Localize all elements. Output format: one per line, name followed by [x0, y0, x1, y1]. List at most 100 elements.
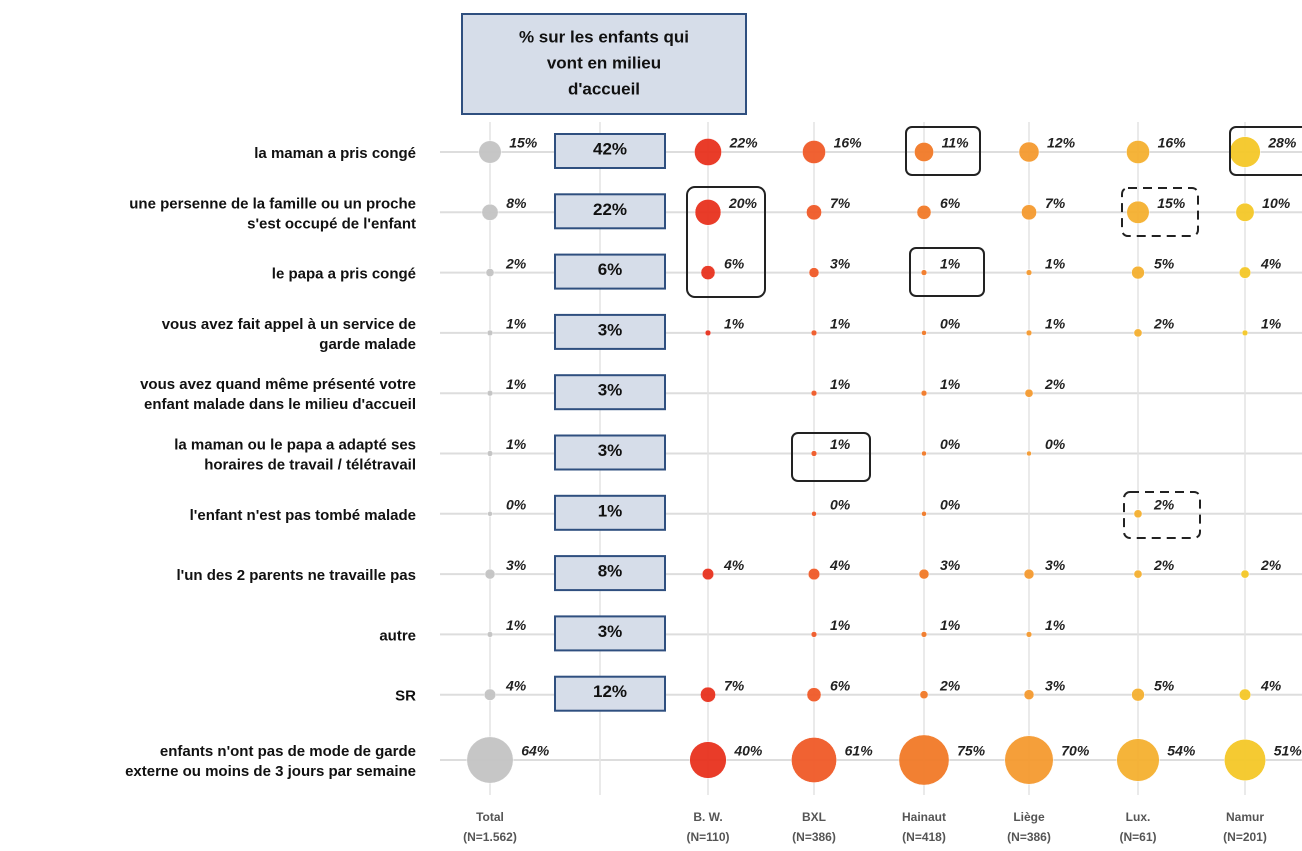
column-label: (N=386) [1007, 830, 1051, 844]
value-label: 0% [506, 497, 527, 513]
highlight-box [905, 126, 981, 176]
bubble [918, 568, 930, 580]
value-label: 51% [1274, 743, 1302, 759]
value-box [554, 494, 666, 531]
row-label: s'est occupé de l'enfant [247, 215, 416, 232]
bubble [802, 140, 826, 164]
value-label: 1% [1261, 316, 1282, 332]
bubble [483, 688, 497, 701]
value-label: 2% [1153, 557, 1175, 573]
header-text: % sur les enfants qui [519, 27, 689, 46]
value-label: 54% [1167, 743, 1196, 759]
value-box-label: 3% [598, 381, 623, 400]
bubble [486, 329, 494, 337]
bubble [810, 329, 818, 337]
value-label: 28% [1267, 135, 1297, 151]
bubble [1023, 568, 1035, 580]
bubble [806, 204, 822, 221]
value-box [554, 675, 666, 712]
bubble [914, 142, 934, 162]
highlights [686, 126, 1302, 539]
value-label: 22% [729, 135, 759, 151]
row-label: l'enfant n'est pas tombé malade [190, 507, 416, 524]
value-label: 1% [724, 316, 745, 332]
row-label: vous avez quand même présenté votre [140, 376, 416, 393]
value-label: 2% [1044, 376, 1066, 392]
value-label: 1% [1045, 255, 1066, 271]
header-text: d'accueil [568, 79, 640, 98]
value-label: 4% [1260, 255, 1282, 271]
bubble [486, 390, 494, 397]
bubble [810, 631, 818, 638]
column-label: (N=386) [792, 830, 836, 844]
highlight-box [686, 186, 766, 298]
value-label: 40% [733, 743, 763, 759]
column-label: Hainaut [902, 810, 946, 824]
bubble [920, 631, 928, 638]
value-label: 1% [506, 376, 527, 392]
bubble [1026, 450, 1032, 457]
column-label: (N=1.562) [463, 830, 517, 844]
value-label: 75% [957, 743, 986, 759]
column-label: (N=201) [1223, 830, 1267, 844]
value-label: 3% [1045, 677, 1066, 693]
bubble [916, 204, 932, 220]
bubble [1235, 202, 1255, 222]
bubble [921, 450, 927, 457]
row-label: une persenne de la famille ou un proche [129, 195, 416, 212]
value-label: 1% [830, 316, 851, 332]
bubble [811, 511, 817, 517]
bubble [1116, 738, 1160, 782]
value-label: 61% [845, 743, 874, 759]
value-label: 20% [728, 195, 758, 211]
value-label: 15% [509, 135, 538, 151]
value-label: 3% [940, 557, 961, 573]
value-label: 3% [830, 255, 851, 271]
value-label: 4% [1260, 677, 1282, 693]
bubble [808, 267, 820, 278]
value-box [554, 374, 666, 411]
value-box-label: 3% [598, 441, 623, 460]
column-label: B. W. [693, 810, 722, 824]
value-label: 8% [506, 195, 527, 211]
bubble [898, 734, 950, 786]
bubble [1131, 687, 1145, 702]
bubble [1025, 631, 1033, 638]
value-label: 15% [1157, 195, 1186, 211]
value-box-label: 12% [593, 682, 627, 701]
value-label: 1% [506, 316, 527, 332]
value-label: 64% [521, 743, 550, 759]
value-box [554, 434, 666, 471]
value-label: 7% [830, 195, 851, 211]
bubble [689, 741, 727, 779]
highlight-box [909, 247, 985, 297]
bubble [1004, 735, 1054, 785]
value-label: 4% [829, 557, 851, 573]
value-label: 6% [724, 255, 745, 271]
value-label: 4% [723, 557, 745, 573]
bubble [486, 631, 494, 638]
bubble [1024, 388, 1034, 398]
value-box-label: 8% [598, 562, 623, 581]
value-label: 2% [1153, 316, 1175, 332]
value-label: 0% [940, 316, 961, 332]
column-label: Liège [1013, 810, 1045, 824]
bubble [919, 690, 929, 700]
bubble [791, 737, 837, 783]
column-label: (N=61) [1119, 830, 1156, 844]
value-label: 1% [506, 617, 527, 633]
row-label: enfant malade dans le milieu d'accueil [144, 396, 416, 413]
value-label: 1% [1045, 316, 1066, 332]
value-label: 10% [1262, 195, 1291, 211]
value-label: 0% [1045, 436, 1066, 452]
value-label: 1% [830, 376, 851, 392]
value-label: 2% [1153, 497, 1175, 513]
bubble [921, 330, 927, 336]
bubble [807, 568, 821, 581]
bubble [484, 568, 496, 580]
bubble [1238, 688, 1252, 701]
row-label: garde malade [319, 336, 416, 353]
bubble [1240, 569, 1250, 579]
value-label: 70% [1061, 743, 1090, 759]
